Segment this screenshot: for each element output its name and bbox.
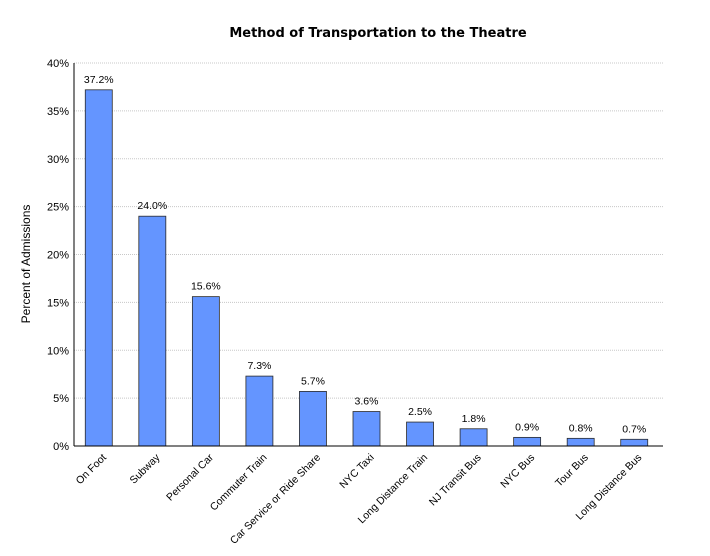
category-label: Car Service or Ride Share — [228, 452, 323, 547]
bar — [620, 438, 649, 447]
category-label: NYC Bus — [498, 452, 537, 491]
bar — [406, 421, 434, 447]
data-labels: 37.2% 24.0% 15.6% 7.3% 5.7% 3.6% 2.5% 1.8% 0.9% 0… — [84, 74, 646, 435]
bar — [459, 428, 488, 447]
data-label: 2.5% — [408, 406, 432, 418]
y-tick-label: 25% — [47, 202, 69, 214]
data-label: 3.6% — [355, 396, 379, 408]
bar — [138, 215, 167, 447]
y-tick-label: 5% — [53, 393, 69, 405]
bar — [352, 411, 381, 447]
y-axis-label: Percent of Admissions — [19, 205, 33, 324]
data-label: 24.0% — [137, 200, 167, 212]
chart-title: Method of Transportation to the Theatre — [229, 26, 527, 41]
y-tick-label: 30% — [47, 154, 69, 166]
data-label: 7.3% — [247, 360, 271, 372]
data-label: 37.2% — [84, 74, 114, 86]
data-label: 0.9% — [515, 421, 539, 433]
data-label: 0.7% — [622, 423, 646, 435]
data-label: 5.7% — [301, 375, 325, 387]
category-label: On Foot — [74, 452, 109, 487]
category-label: Commuter Train — [208, 452, 270, 514]
y-axis-ticks: 0% 5% 10% 15% 20% 25% 30% 35% 40% — [47, 58, 69, 453]
y-tick-label: 0% — [53, 441, 69, 453]
y-tick-label: 35% — [47, 106, 69, 118]
category-label: Personal Car — [164, 451, 216, 503]
category-label: Tour Bus — [553, 452, 591, 490]
category-label: NYC Taxi — [337, 452, 376, 491]
category-label: Subway — [128, 451, 163, 486]
data-label: 15.6% — [191, 281, 221, 293]
data-label: 1.8% — [462, 413, 486, 425]
bars — [84, 89, 649, 447]
y-tick-label: 15% — [47, 297, 69, 309]
bar — [566, 437, 595, 447]
y-tick-label: 40% — [47, 58, 69, 70]
data-label: 0.8% — [569, 422, 593, 434]
bar — [84, 89, 113, 447]
y-tick-label: 20% — [47, 250, 69, 262]
gridlines — [74, 62, 663, 399]
bar — [299, 391, 327, 447]
bar — [513, 436, 542, 447]
bar — [191, 296, 220, 447]
y-tick-label: 10% — [47, 345, 69, 357]
category-label: NJ Transit Bus — [427, 452, 484, 509]
bar — [245, 375, 274, 447]
